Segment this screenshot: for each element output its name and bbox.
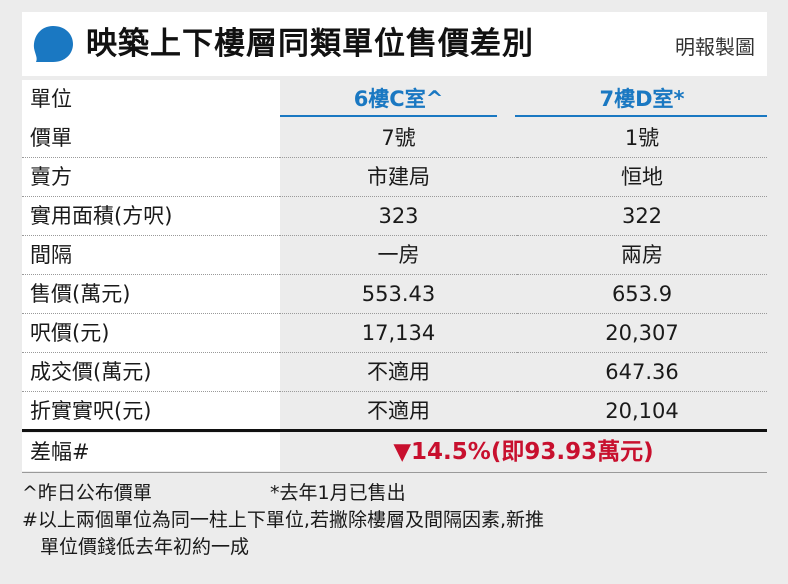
row-label: 折實實呎(元) xyxy=(22,392,280,431)
row-value-unit-b: 20,104 xyxy=(517,392,767,431)
table-row: 成交價(萬元) 不適用 647.36 xyxy=(22,353,767,392)
credit-label: 明報製圖 xyxy=(675,35,755,59)
row-value-unit-b: 322 xyxy=(517,197,767,236)
row-value-unit-a: 一房 xyxy=(280,236,517,275)
result-label: 差幅# xyxy=(22,433,280,471)
footnote-line: #以上兩個單位為同一柱上下單位,若撇除樓層及間隔因素,新推 xyxy=(22,509,545,531)
row-value-unit-b: 20,307 xyxy=(517,314,767,353)
row-value-unit-b: 653.9 xyxy=(517,275,767,314)
header-label: 單位 xyxy=(22,80,280,119)
table-row: 折實實呎(元) 不適用 20,104 xyxy=(22,392,767,431)
row-value-unit-a: 323 xyxy=(280,197,517,236)
footnotes: ^昨日公布價單 *去年1月已售出 #以上兩個單位為同一柱上下單位,若撇除樓層及間… xyxy=(22,480,772,561)
comparison-table: 單位 6樓C室^ 7樓D室* 價單 7號 1號 賣方 市建局 恒地 實用面積(方… xyxy=(22,80,767,431)
table-row: 賣方 市建局 恒地 xyxy=(22,158,767,197)
header-unit-b: 7樓D室* xyxy=(599,87,685,111)
header-underline-unit-b xyxy=(515,115,767,117)
table-row: 呎價(元) 17,134 20,307 xyxy=(22,314,767,353)
title-bar: 映築上下樓層同類單位售價差別 明報製圖 xyxy=(22,12,767,76)
result-value: ▼14.5%(即93.93萬元) xyxy=(393,439,654,465)
result-row: 差幅# ▼14.5%(即93.93萬元) xyxy=(22,433,767,471)
row-label: 售價(萬元) xyxy=(22,275,280,314)
row-value-unit-b: 兩房 xyxy=(517,236,767,275)
row-value-unit-b: 647.36 xyxy=(517,353,767,392)
page-title: 映築上下樓層同類單位售價差別 xyxy=(86,26,534,62)
table-row: 間隔 一房 兩房 xyxy=(22,236,767,275)
row-label: 價單 xyxy=(22,119,280,158)
footnote-price-list: ^昨日公布價單 xyxy=(22,482,152,504)
table-row: 售價(萬元) 553.43 653.9 xyxy=(22,275,767,314)
footnote-sold: *去年1月已售出 xyxy=(270,482,406,504)
footnote-line: 單位價錢低去年初約一成 xyxy=(40,536,250,558)
row-label: 間隔 xyxy=(22,236,280,275)
row-label: 實用面積(方呎) xyxy=(22,197,280,236)
row-value-unit-a: 7號 xyxy=(280,119,517,158)
row-value-unit-b: 1號 xyxy=(517,119,767,158)
row-value-unit-a: 不適用 xyxy=(280,392,517,431)
table-row: 價單 7號 1號 xyxy=(22,119,767,158)
row-value-unit-b: 恒地 xyxy=(517,158,767,197)
row-label: 呎價(元) xyxy=(22,314,280,353)
row-label: 賣方 xyxy=(22,158,280,197)
row-label: 成交價(萬元) xyxy=(22,353,280,392)
row-value-unit-a: 市建局 xyxy=(280,158,517,197)
row-value-unit-a: 不適用 xyxy=(280,353,517,392)
row-value-unit-a: 17,134 xyxy=(280,314,517,353)
result-separator xyxy=(22,429,767,432)
table-row: 實用面積(方呎) 323 322 xyxy=(22,197,767,236)
result-bottom-divider xyxy=(22,472,767,473)
table-header-row: 單位 6樓C室^ 7樓D室* xyxy=(22,80,767,119)
row-value-unit-a: 553.43 xyxy=(280,275,517,314)
footnote-line: ^昨日公布價單 *去年1月已售出 xyxy=(22,480,772,507)
speech-bubble-icon xyxy=(33,26,73,62)
header-unit-a: 6樓C室^ xyxy=(353,87,444,111)
header-underline-unit-a xyxy=(278,115,497,117)
